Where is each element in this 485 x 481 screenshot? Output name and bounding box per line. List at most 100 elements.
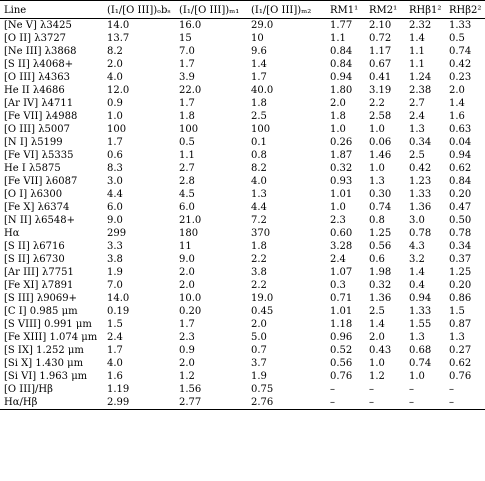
cell-rm1: 0.3 — [330, 279, 346, 291]
cell-m1: 1.7 — [179, 58, 195, 70]
cell-rm2: 2.0 — [369, 331, 385, 343]
cell-rm2: 0.72 — [369, 32, 392, 44]
cell-rm1: 1.18 — [330, 318, 353, 330]
table-row: [O III]/Hβ 1.19 1.56 0.75 – – – – — [0, 383, 485, 396]
cell-rhb1: 1.0 — [409, 370, 425, 382]
cell-line: [Fe XIII] 1.074 μm — [4, 331, 98, 343]
table-row: [Ne III] λ3868 8.2 7.0 9.6 0.84 1.17 1.1 0.74 — [0, 45, 485, 58]
cell-m2: 1.8 — [251, 240, 267, 252]
cell-rhb2: – — [449, 383, 454, 395]
cell-obs: 8.3 — [107, 162, 123, 174]
cell-rm1: 0.71 — [330, 292, 353, 304]
cell-line: He I λ5875 — [4, 162, 61, 174]
cell-m1: 1.56 — [179, 383, 202, 395]
cell-rm2: – — [365, 396, 405, 410]
cell-rhb1: 3.0 — [409, 214, 425, 226]
table-row: [O III] λ4363 4.0 3.9 1.7 0.94 0.41 1.24 0.23 — [0, 71, 485, 84]
table-row: [Si X] 1.430 μm 4.0 2.0 3.7 0.56 1.0 0.74 0.62 — [0, 357, 485, 370]
cell-rm1: 1.07 — [330, 266, 353, 278]
cell-rm2: 1.0 — [369, 123, 385, 135]
cell-line: [S II] λ6730 — [4, 253, 65, 265]
cell-m1: 2.8 — [179, 175, 195, 187]
table-body: [Ne V] λ3425 14.0 16.0 29.0 1.77 2.10 2.32 1.33… — [0, 19, 485, 410]
cell-m1: 1.8 — [179, 110, 195, 122]
cell-rhb2: 1.6 — [449, 110, 465, 122]
table-row: [N I] λ5199 1.7 0.5 0.1 0.26 0.06 0.34 0.04 — [0, 136, 485, 149]
cell-m2: 5.0 — [251, 331, 267, 343]
cell-m2: 19.0 — [251, 292, 274, 304]
cell-line: [O II] λ3727 — [4, 32, 67, 44]
cell-m1: 7.0 — [179, 45, 195, 57]
cell-m2: 4.0 — [251, 175, 267, 187]
cell-m2: 1.9 — [251, 370, 267, 382]
cell-line: [Fe VI] λ5335 — [4, 149, 74, 161]
cell-rm1: 3.28 — [330, 240, 353, 252]
table-row: [S II] λ4068+ 2.0 1.7 1.4 0.84 0.67 1.1 0.42 — [0, 58, 485, 71]
cell-rm1: 0.93 — [330, 175, 353, 187]
cell-rm2: 2.5 — [369, 305, 385, 317]
cell-rm2: 1.25 — [369, 227, 392, 239]
cell-rm2: 0.74 — [369, 201, 392, 213]
cell-rhb1: 1.3 — [409, 123, 425, 135]
cell-obs: 14.0 — [107, 292, 130, 304]
cell-obs: 7.0 — [107, 279, 123, 291]
cell-m1: 2.7 — [179, 162, 195, 174]
cell-rhb1: 2.32 — [409, 19, 432, 31]
cell-obs: 3.8 — [107, 253, 123, 265]
cell-rm1: 1.77 — [330, 19, 353, 31]
cell-rhb2: 1.33 — [449, 19, 472, 31]
cell-obs: 0.6 — [107, 149, 123, 161]
cell-rm2: 0.6 — [369, 253, 385, 265]
table-row: [Fe VII] λ4988 1.0 1.8 2.5 1.8 2.58 2.4 1.6 — [0, 110, 485, 123]
table-row: [C I] 0.985 μm 0.19 0.20 0.45 1.01 2.5 1.33 1.5 — [0, 305, 485, 318]
cell-line: [Fe VII] λ4988 — [4, 110, 78, 122]
cell-rm2: 1.46 — [369, 149, 392, 161]
cell-rhb2: 0.42 — [449, 58, 472, 70]
cell-rhb2: 0.63 — [449, 123, 472, 135]
header-rm2: RM2¹ — [365, 0, 405, 19]
cell-m1: 180 — [179, 227, 199, 239]
header-line: Line — [0, 0, 103, 19]
cell-line: [O III] λ5007 — [4, 123, 70, 135]
cell-obs: 1.0 — [107, 110, 123, 122]
cell-rm1: 0.60 — [330, 227, 353, 239]
cell-obs: 1.9 — [107, 266, 123, 278]
cell-line: [N II] λ6548+ — [4, 214, 75, 226]
cell-m1: 100 — [179, 123, 199, 135]
cell-rm2: 2.2 — [369, 97, 385, 109]
cell-rhb1: 0.78 — [409, 227, 432, 239]
cell-rm2: 3.19 — [369, 84, 392, 96]
cell-obs: 1.7 — [107, 344, 123, 356]
cell-m1: 15 — [179, 32, 192, 44]
table-row: Hα 299 180 370 0.60 1.25 0.78 0.78 — [0, 227, 485, 240]
cell-rhb1: 1.33 — [409, 188, 432, 200]
cell-rm1: 0.76 — [330, 370, 353, 382]
cell-rhb2: 0.20 — [449, 188, 472, 200]
table-row: [S II] λ6730 3.8 9.0 2.2 2.4 0.6 3.2 0.37 — [0, 253, 485, 266]
cell-rhb1: 1.1 — [409, 45, 425, 57]
cell-rhb1: 2.5 — [409, 149, 425, 161]
table-row: [Si VI] 1.963 μm 1.6 1.2 1.9 0.76 1.2 1.0 0.76 — [0, 370, 485, 383]
cell-line: [S IX] 1.252 μm — [4, 344, 84, 356]
cell-rhb1: 2.38 — [409, 84, 432, 96]
table-row: [O III] λ5007 100 100 100 1.0 1.0 1.3 0.63 — [0, 123, 485, 136]
cell-line: [Ne III] λ3868 — [4, 45, 77, 57]
cell-m2: 1.7 — [251, 71, 267, 83]
table-row: He II λ4686 12.0 22.0 40.0 1.80 3.19 2.38 2.0 — [0, 84, 485, 97]
cell-m2: 1.3 — [251, 188, 267, 200]
cell-obs: 2.0 — [107, 58, 123, 70]
cell-rm1: 1.80 — [330, 84, 353, 96]
cell-rhb2: 0.27 — [449, 344, 472, 356]
cell-rm2: 1.4 — [369, 318, 385, 330]
cell-obs: 4.0 — [107, 71, 123, 83]
table-row: [Ne V] λ3425 14.0 16.0 29.0 1.77 2.10 2.32 1.33 — [0, 19, 485, 33]
cell-obs: 14.0 — [107, 19, 130, 31]
cell-rm2: 2.10 — [369, 19, 392, 31]
cell-m1: 2.0 — [179, 266, 195, 278]
cell-rm2: 1.36 — [369, 292, 392, 304]
cell-obs: 1.19 — [107, 383, 130, 395]
cell-m1: 11 — [179, 240, 192, 252]
cell-obs: 0.19 — [107, 305, 130, 317]
cell-rhb2: 0.50 — [449, 214, 472, 226]
cell-obs: 6.0 — [107, 201, 123, 213]
